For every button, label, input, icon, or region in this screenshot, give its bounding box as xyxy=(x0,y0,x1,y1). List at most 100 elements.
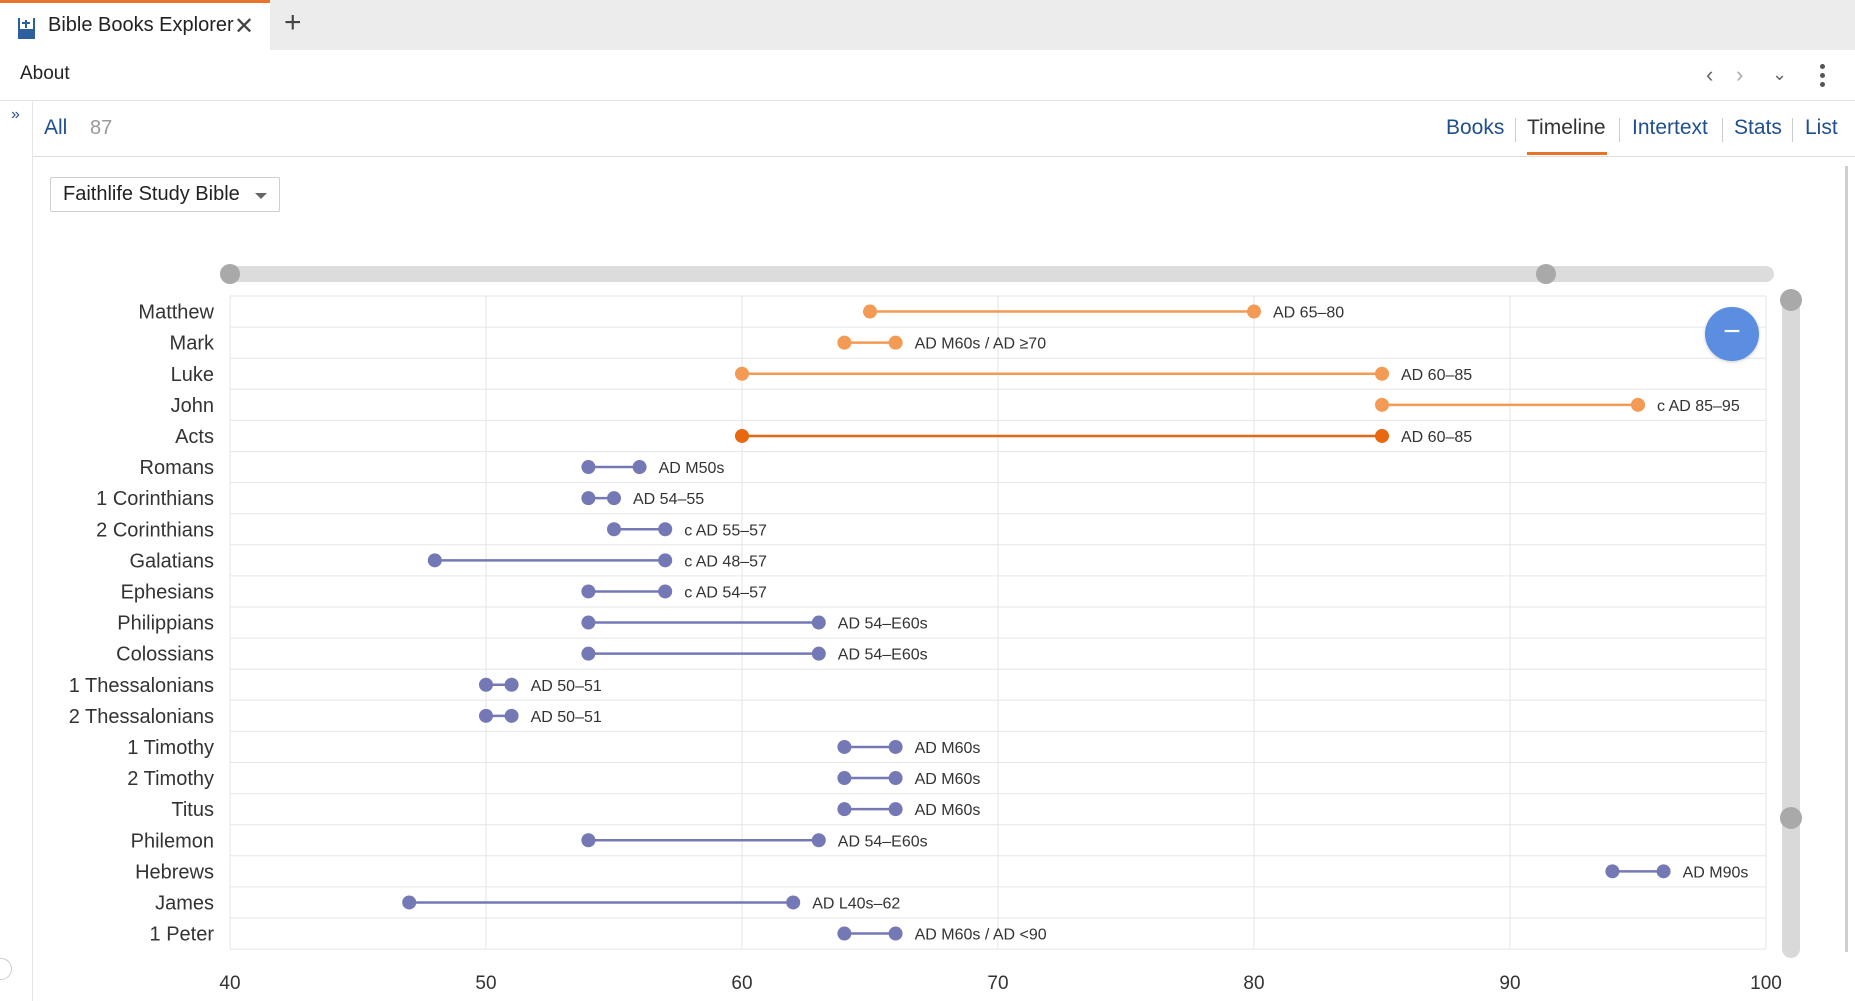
range-start-point[interactable] xyxy=(837,802,852,817)
row-label-james: James xyxy=(155,892,214,914)
row-label-philemon: Philemon xyxy=(131,830,214,852)
tab-timeline[interactable]: Timeline xyxy=(1527,116,1606,139)
range-end-point[interactable] xyxy=(888,926,903,941)
tab-strip: Bible Books Explorer ✕ + xyxy=(0,0,1855,50)
range-start-point[interactable] xyxy=(402,895,417,910)
row-label-galatians: Galatians xyxy=(130,550,215,572)
range-start-point[interactable] xyxy=(479,708,493,723)
range-start-point[interactable] xyxy=(1375,397,1389,412)
x-axis-tick-label: 70 xyxy=(987,973,1008,994)
tab-separator xyxy=(1619,118,1620,142)
x-axis-tick-label: 100 xyxy=(1750,973,1782,994)
range-end-point[interactable] xyxy=(658,584,673,599)
range-date-label: AD M60s / AD ≥70 xyxy=(915,336,1047,353)
page-scrollbar[interactable] xyxy=(1845,166,1848,952)
source-dropdown[interactable]: Faithlife Study Bible xyxy=(50,177,280,212)
range-end-point[interactable] xyxy=(811,646,826,661)
tab-separator xyxy=(1515,118,1516,142)
range-start-point[interactable] xyxy=(607,522,621,537)
range-start-point[interactable] xyxy=(581,584,596,599)
row-label-matthew: Matthew xyxy=(138,302,214,324)
range-start-point[interactable] xyxy=(581,615,596,630)
tab-bible-books-explorer[interactable]: Bible Books Explorer ✕ xyxy=(0,0,270,50)
range-end-point[interactable] xyxy=(504,677,519,692)
range-start-point[interactable] xyxy=(581,460,596,475)
range-end-point[interactable] xyxy=(786,895,801,910)
vertical-range-track[interactable] xyxy=(1782,290,1800,958)
tab-stats[interactable]: Stats xyxy=(1734,116,1782,139)
range-date-label: AD M60s / AD <90 xyxy=(915,927,1047,944)
x-axis-tick-label: 90 xyxy=(1499,973,1520,994)
row-label-romans: Romans xyxy=(140,457,214,479)
all-count: 87 xyxy=(90,117,113,139)
row-label-2-corinthians: 2 Corinthians xyxy=(96,519,214,541)
range-end-point[interactable] xyxy=(888,335,903,350)
row-label-1-timothy: 1 Timothy xyxy=(127,737,214,759)
row-label-acts: Acts xyxy=(175,426,214,448)
range-end-point[interactable] xyxy=(607,491,621,506)
range-start-point[interactable] xyxy=(581,491,596,506)
more-options-icon[interactable] xyxy=(1820,64,1826,91)
forward-arrow-icon[interactable]: › xyxy=(1736,62,1744,87)
range-end-point[interactable] xyxy=(658,522,673,537)
range-start-point[interactable] xyxy=(581,833,596,848)
range-start-point[interactable] xyxy=(837,739,852,754)
range-date-label: AD L40s–62 xyxy=(812,895,900,912)
x-range-track[interactable] xyxy=(222,266,1774,282)
vertical-range-top-handle[interactable] xyxy=(1780,289,1802,311)
filter-row: All 87 xyxy=(33,101,1855,157)
row-label-1-thessalonians: 1 Thessalonians xyxy=(69,675,214,697)
expand-panel-icon[interactable]: » xyxy=(11,106,20,123)
range-date-label: AD M60s xyxy=(915,740,981,757)
range-end-point[interactable] xyxy=(658,553,673,568)
range-date-label: AD M90s xyxy=(1683,864,1749,881)
range-end-point[interactable] xyxy=(1375,428,1389,443)
row-label-john: John xyxy=(171,395,214,417)
range-date-label: c AD 55–57 xyxy=(684,522,767,539)
range-end-point[interactable] xyxy=(1631,397,1645,412)
row-label-2-thessalonians: 2 Thessalonians xyxy=(69,706,214,728)
range-start-point[interactable] xyxy=(837,335,852,350)
range-start-point[interactable] xyxy=(863,304,877,319)
tab-list[interactable]: List xyxy=(1805,116,1838,139)
range-start-point[interactable] xyxy=(735,428,749,443)
range-start-point[interactable] xyxy=(837,771,852,786)
range-end-point[interactable] xyxy=(1656,864,1671,879)
range-start-point[interactable] xyxy=(735,366,749,381)
back-arrow-icon[interactable]: ‹ xyxy=(1706,62,1714,87)
range-date-label: AD 54–55 xyxy=(633,491,704,508)
range-start-point[interactable] xyxy=(1605,864,1620,879)
range-end-point[interactable] xyxy=(1375,366,1389,381)
range-end-point[interactable] xyxy=(888,739,903,754)
add-tab-icon[interactable]: + xyxy=(284,6,302,39)
range-start-point[interactable] xyxy=(427,553,442,568)
timeline-chart: Matthew AD 65–80 Mark AD M60s / AD ≥70 Luke A… xyxy=(69,264,1782,994)
x-axis-tick-label: 60 xyxy=(731,973,752,994)
row-label-hebrews: Hebrews xyxy=(135,861,214,883)
range-end-point[interactable] xyxy=(888,802,903,817)
range-date-label: c AD 48–57 xyxy=(684,553,767,570)
tab-intertext[interactable]: Intertext xyxy=(1632,116,1708,139)
range-end-point[interactable] xyxy=(1247,304,1261,319)
range-start-point[interactable] xyxy=(837,926,852,941)
range-end-point[interactable] xyxy=(811,833,826,848)
x-range-left-handle[interactable] xyxy=(220,264,240,284)
tab-books[interactable]: Books xyxy=(1446,116,1505,139)
range-end-point[interactable] xyxy=(811,615,826,630)
row-label-1-corinthians: 1 Corinthians xyxy=(96,488,214,510)
x-range-right-handle[interactable] xyxy=(1536,264,1556,284)
vertical-range-bottom-handle[interactable] xyxy=(1780,807,1802,829)
toolbar: About ‹ › ⌄ xyxy=(0,50,1855,101)
about-menu[interactable]: About xyxy=(20,63,70,84)
close-icon[interactable]: ✕ xyxy=(234,13,255,40)
range-end-point[interactable] xyxy=(504,708,519,723)
range-end-point[interactable] xyxy=(888,771,903,786)
all-filter-link[interactable]: All xyxy=(44,116,68,139)
history-dropdown-icon[interactable]: ⌄ xyxy=(1772,64,1788,84)
range-start-point[interactable] xyxy=(479,677,493,692)
range-end-point[interactable] xyxy=(632,460,647,475)
collapse-button[interactable]: − xyxy=(1705,307,1759,361)
x-axis-tick-label: 80 xyxy=(1243,973,1264,994)
range-date-label: AD M60s xyxy=(915,802,981,819)
range-start-point[interactable] xyxy=(581,646,596,661)
